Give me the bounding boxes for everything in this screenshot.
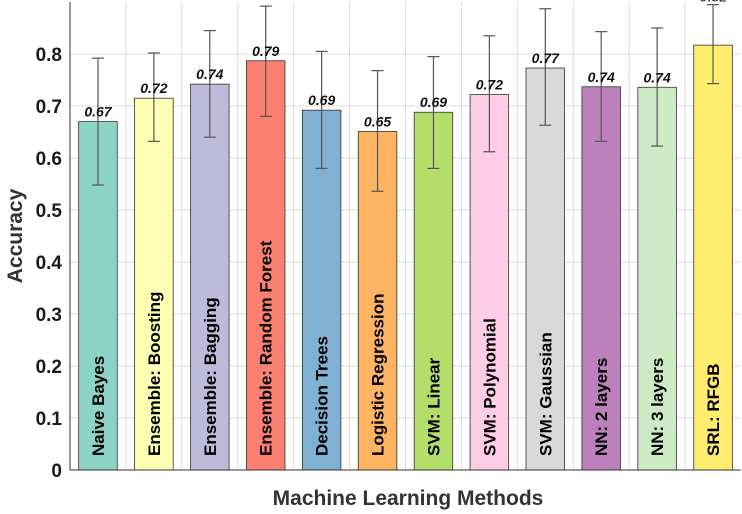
bar-category-label: NN: 2 layers [592,358,611,456]
bar-category-label: SRL: RFGB [704,363,723,456]
x-axis-label: Machine Learning Methods [273,487,544,510]
bar-value-label: 0.65 [364,113,391,129]
bar-value-label: 0.69 [308,92,335,108]
y-tick-label: 0.8 [36,45,62,66]
y-tick-labels: 0 0.1 0.2 0.3 0.4 0.5 0.6 0.7 0.8 [36,45,63,482]
bar [525,67,565,471]
y-tick-label: 0.3 [36,305,62,326]
bar [134,97,174,471]
bars [78,44,733,471]
bar-value-label: 0.77 [532,50,560,66]
y-axis-label: Accuracy [4,188,27,283]
y-tick-label: 0.2 [36,357,62,378]
y-tick-label: 0.6 [36,149,62,170]
bar-value-label: 0.67 [84,104,112,120]
bar [301,109,342,471]
y-tick-label: 0.4 [36,253,63,274]
bar-value-label: 0.74 [644,69,671,85]
bar-category-label: NN: 3 layers [648,358,667,456]
bar-value-label: 0.82 [699,0,726,5]
bar [413,111,454,471]
bar [190,83,230,471]
bar-category-label: SVM: Gaussian [536,332,555,456]
grid-lines [70,2,741,471]
bar-category-label: Ensemble: Boosting [145,292,164,456]
y-tick-label: 0.5 [36,201,63,222]
bar-category-label: Ensemble: Random Forest [257,240,276,456]
bar-category-label: Ensemble: Bagging [201,297,220,456]
bar-value-label: 0.72 [140,80,167,96]
bar-category-label: Naive Bayes [89,356,108,456]
bar [637,86,677,471]
bar [246,60,286,471]
y-tick-label: 0.1 [36,409,63,430]
bar-labels: Naive Bayes Ensemble: Boosting Ensemble: B… [89,240,723,456]
error-bars [91,3,720,192]
y-tick-label: 0 [51,461,62,482]
bar-value-label: 0.69 [420,94,447,110]
bar-value-label: 0.79 [252,43,279,59]
bar [693,44,733,471]
bar-value-label: 0.74 [588,69,615,85]
bar-category-label: Logistic Regression [369,294,388,456]
bar-value-label: 0.72 [476,77,503,93]
y-tick-label: 0.7 [36,97,62,118]
bar [469,94,510,471]
bar [581,86,621,471]
bar-category-label: SVM: Polynomial [480,318,499,456]
value-labels: 0.67 0.72 0.74 0.79 0.69 0.65 0.69 0.72 0.77 0.74… [84,0,727,129]
bar-category-label: Decision Trees [313,336,332,456]
bar-value-label: 0.74 [196,66,223,82]
bar-category-label: SVM: Linear [424,357,443,456]
